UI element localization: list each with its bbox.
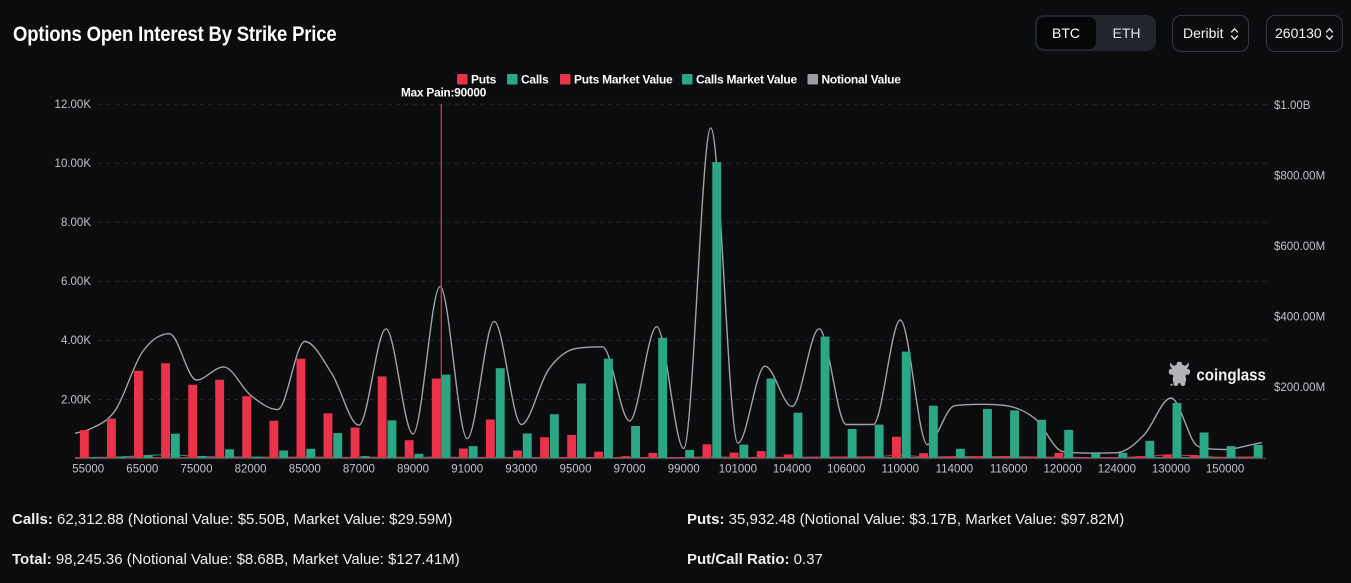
svg-text:65000: 65000 xyxy=(126,464,158,476)
svg-text:Puts: Puts xyxy=(471,73,497,87)
svg-text:120000: 120000 xyxy=(1044,464,1082,476)
svg-text:106000: 106000 xyxy=(827,464,865,476)
svg-text:99000: 99000 xyxy=(668,464,700,476)
svg-text:$200.00M: $200.00M xyxy=(1274,382,1325,394)
svg-text:87000: 87000 xyxy=(343,464,375,476)
svg-text:55000: 55000 xyxy=(72,464,104,476)
svg-text:89000: 89000 xyxy=(397,464,429,476)
svg-text:Puts Market Value: Puts Market Value xyxy=(574,73,673,87)
svg-text:6.00K: 6.00K xyxy=(61,276,91,288)
svg-text:$800.00M: $800.00M xyxy=(1274,170,1325,182)
svg-text:$400.00M: $400.00M xyxy=(1274,312,1325,324)
svg-text:Calls Market Value: Calls Market Value xyxy=(696,73,797,87)
svg-text:Notional Value: Notional Value xyxy=(822,73,902,87)
svg-text:95000: 95000 xyxy=(560,464,592,476)
svg-text:10.00K: 10.00K xyxy=(55,158,92,170)
svg-text:104000: 104000 xyxy=(773,464,811,476)
svg-text:150000: 150000 xyxy=(1206,464,1244,476)
svg-text:4.00K: 4.00K xyxy=(61,335,91,347)
svg-text:101000: 101000 xyxy=(719,464,757,476)
svg-text:97000: 97000 xyxy=(614,464,646,476)
svg-text:75000: 75000 xyxy=(181,464,213,476)
svg-text:2.00K: 2.00K xyxy=(61,394,91,406)
svg-text:91000: 91000 xyxy=(451,464,483,476)
svg-text:130000: 130000 xyxy=(1152,464,1190,476)
svg-text:82000: 82000 xyxy=(235,464,267,476)
svg-text:110000: 110000 xyxy=(882,464,920,476)
svg-text:8.00K: 8.00K xyxy=(61,217,91,229)
svg-text:85000: 85000 xyxy=(289,464,321,476)
svg-text:Calls: Calls xyxy=(521,73,549,87)
svg-text:12.00K: 12.00K xyxy=(55,99,92,111)
svg-text:116000: 116000 xyxy=(990,464,1028,476)
svg-text:93000: 93000 xyxy=(505,464,537,476)
svg-text:114000: 114000 xyxy=(936,464,974,476)
svg-text:coinglass: coinglass xyxy=(1196,367,1266,385)
svg-text:$1.00B: $1.00B xyxy=(1274,100,1311,112)
svg-text:Max Pain:90000: Max Pain:90000 xyxy=(401,86,487,100)
svg-text:$600.00M: $600.00M xyxy=(1274,241,1325,253)
svg-text:124000: 124000 xyxy=(1098,464,1136,476)
